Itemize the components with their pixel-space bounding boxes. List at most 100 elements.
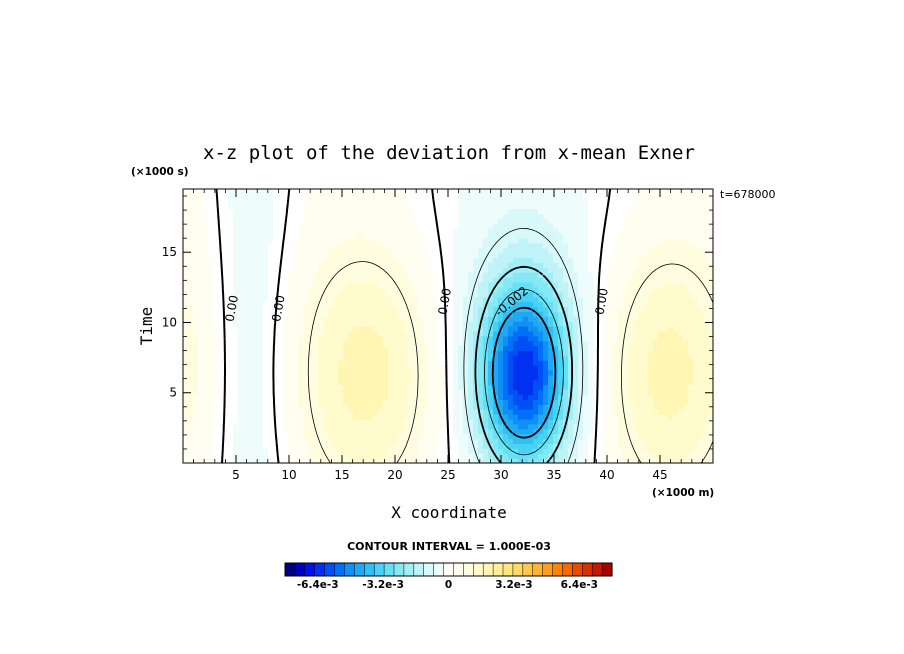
heatmap-cell: [338, 330, 344, 337]
heatmap-cell: [443, 428, 449, 435]
heatmap-cell: [588, 213, 594, 219]
heatmap-cell: [188, 267, 194, 273]
heatmap-cell: [433, 418, 439, 425]
heatmap-cell: [343, 311, 349, 317]
heatmap-cell: [478, 374, 484, 381]
heatmap-cell: [298, 394, 304, 400]
heatmap-cell: [343, 286, 349, 293]
heatmap-cell: [373, 277, 379, 283]
heatmap-cell: [188, 374, 194, 381]
heatmap-cell: [313, 252, 319, 259]
heatmap-cell: [623, 208, 629, 215]
heatmap-cell: [498, 350, 504, 356]
heatmap-cell: [508, 374, 514, 381]
heatmap-cell: [418, 286, 424, 293]
heatmap-cell: [323, 399, 329, 405]
heatmap-cell: [293, 384, 299, 391]
heatmap-cell: [368, 218, 374, 224]
heatmap-cell: [408, 355, 414, 361]
heatmap-cell: [383, 448, 389, 454]
heatmap-cell: [438, 272, 444, 278]
heatmap-cell: [298, 242, 304, 249]
heatmap-cell: [608, 281, 614, 288]
heatmap-cell: [328, 394, 334, 400]
heatmap-cell: [518, 370, 524, 376]
heatmap-cell: [213, 370, 219, 376]
heatmap-cell: [593, 306, 599, 312]
heatmap-cell: [293, 281, 299, 288]
heatmap-cell: [468, 213, 474, 219]
heatmap-cell: [188, 438, 194, 445]
heatmap-cell: [323, 301, 329, 308]
heatmap-cell: [283, 208, 289, 215]
heatmap-cell: [448, 291, 454, 298]
heatmap-cell: [193, 296, 199, 303]
heatmap-cell: [418, 301, 424, 308]
heatmap-cell: [443, 399, 449, 405]
heatmap-cell: [358, 262, 364, 268]
heatmap-cell: [398, 404, 404, 410]
heatmap-cell: [288, 438, 294, 445]
heatmap-cell: [538, 203, 544, 210]
heatmap-cell: [273, 443, 279, 449]
heatmap-cell: [553, 237, 559, 244]
heatmap-cell: [533, 399, 539, 405]
heatmap-cell: [553, 247, 559, 254]
heatmap-cell: [373, 458, 379, 463]
heatmap-cell: [263, 394, 269, 400]
heatmap-cell: [268, 281, 274, 288]
heatmap-cell: [408, 448, 414, 454]
heatmap-cell: [293, 233, 299, 239]
heatmap-cell: [603, 228, 609, 234]
heatmap-cell: [208, 306, 214, 312]
heatmap-cell: [498, 394, 504, 400]
heatmap-cell: [183, 242, 189, 249]
heatmap-cell: [253, 213, 259, 219]
heatmap-cell: [258, 443, 264, 449]
heatmap-cell: [243, 267, 249, 273]
heatmap-cell: [258, 428, 264, 435]
heatmap-cell: [288, 198, 294, 205]
heatmap-cell: [403, 208, 409, 215]
heatmap-cell: [433, 306, 439, 312]
heatmap-cell: [383, 423, 389, 430]
heatmap-cell: [508, 355, 514, 361]
heatmap-cell: [468, 330, 474, 337]
heatmap-cell: [303, 374, 309, 381]
heatmap-cell: [238, 203, 244, 210]
heatmap-cell: [543, 458, 549, 463]
heatmap-cell: [488, 340, 494, 347]
heatmap-cell: [198, 355, 204, 361]
heatmap-cell: [528, 242, 534, 249]
heatmap-cell: [548, 355, 554, 361]
heatmap-cell: [288, 281, 294, 288]
heatmap-cell: [303, 291, 309, 298]
heatmap-cell: [218, 233, 224, 239]
heatmap-cell: [588, 242, 594, 249]
heatmap-cell: [183, 355, 189, 361]
heatmap-cell: [228, 443, 234, 449]
heatmap-cell: [208, 458, 214, 463]
heatmap-cell: [513, 340, 519, 347]
heatmap-cell: [343, 340, 349, 347]
heatmap-cell: [313, 321, 319, 327]
heatmap-cell: [228, 374, 234, 381]
heatmap-cell: [383, 414, 389, 420]
heatmap-cell: [303, 428, 309, 435]
heatmap-cell: [423, 404, 429, 410]
heatmap-cell: [208, 267, 214, 273]
heatmap-cell: [528, 213, 534, 219]
heatmap-cell: [438, 262, 444, 268]
heatmap-cell: [418, 233, 424, 239]
heatmap-cell: [208, 365, 214, 371]
heatmap-cell: [243, 228, 249, 234]
heatmap-cell: [568, 374, 574, 381]
heatmap-cell: [203, 350, 209, 356]
heatmap-cell: [538, 335, 544, 342]
heatmap-cell: [408, 277, 414, 283]
heatmap-cell: [523, 247, 529, 254]
heatmap-cell: [528, 189, 534, 195]
heatmap-cell: [328, 428, 334, 435]
heatmap-cell: [613, 257, 619, 263]
heatmap-cell: [293, 286, 299, 293]
